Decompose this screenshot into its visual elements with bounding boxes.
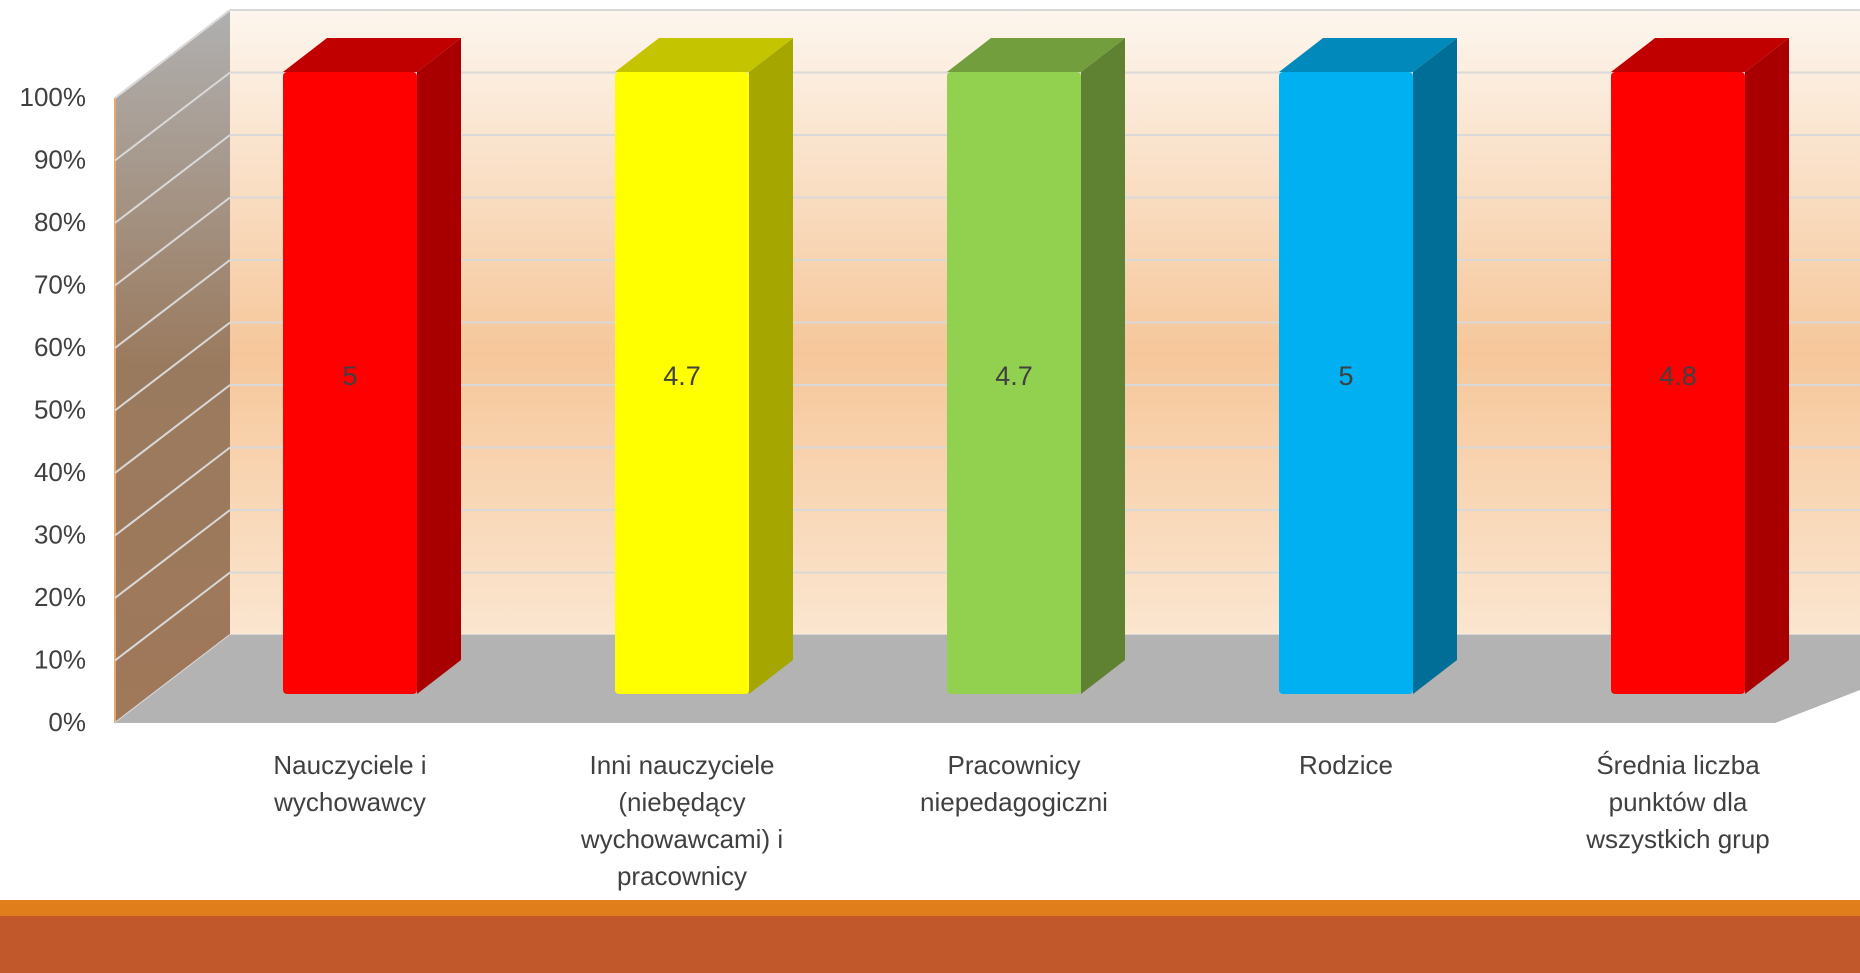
bar-top (283, 38, 461, 72)
gridline-side (114, 446, 231, 537)
y-tick-label: 20% (34, 582, 86, 612)
x-category-label-line: wychowawcami) i (580, 824, 783, 854)
x-category-label: Nauczyciele i wychowawcy (273, 750, 426, 817)
x-category-label-line: Pracownicy (948, 750, 1081, 780)
data-label: 5 (342, 361, 357, 391)
y-tick-label: 90% (34, 145, 86, 175)
bar-top (1611, 38, 1789, 72)
bar (947, 72, 1081, 694)
bar-side (1413, 38, 1457, 694)
x-category-label: Pracownicy niepedagogiczni (920, 750, 1108, 817)
bar-side (749, 38, 793, 694)
x-category-label-line: wszystkich grup (1585, 824, 1770, 854)
gridline-side (114, 259, 231, 349)
bar-top (1279, 38, 1457, 72)
x-category-label-line: punktów dla (1609, 787, 1748, 817)
y-tick-label: 80% (34, 207, 86, 237)
gridline-side (114, 571, 231, 662)
y-tick-label: 70% (34, 270, 86, 300)
x-category-label-line: Nauczyciele i (273, 750, 426, 780)
bar-side (1745, 38, 1789, 694)
bar (1279, 72, 1413, 694)
footer-band (0, 916, 1860, 973)
bar-top (615, 38, 793, 72)
x-category-label-line: (niebędący (618, 787, 745, 817)
y-tick-label: 50% (34, 395, 86, 425)
gridline-side (114, 321, 231, 412)
x-category-label-line: Inni nauczyciele (590, 750, 775, 780)
bar-side (417, 38, 461, 694)
bar (283, 72, 417, 694)
data-label: 4.8 (1659, 361, 1697, 391)
y-tick-label: 10% (34, 645, 86, 675)
x-category-label-line: pracownicy (617, 861, 747, 891)
x-category-label-line: Średnia liczba (1596, 750, 1760, 780)
gridline-side (114, 134, 231, 224)
bar-side (1081, 38, 1125, 694)
x-category-label: Średnia liczba punktów dla wszystkich grup (1585, 750, 1770, 854)
gridline-side (114, 9, 231, 99)
data-label: 5 (1338, 361, 1353, 391)
gridline-side (114, 384, 231, 474)
y-tick-label: 0% (48, 707, 86, 737)
y-tick-label: 40% (34, 457, 86, 487)
data-label: 4.7 (663, 361, 701, 391)
y-tick-label: 60% (34, 332, 86, 362)
x-category-label-line: wychowawcy (273, 787, 426, 817)
bar-top (947, 38, 1125, 72)
bar (615, 72, 749, 694)
y-tick-label: 100% (20, 82, 87, 112)
gridline-side (114, 509, 231, 599)
x-category-label-line: niepedagogiczni (920, 787, 1108, 817)
x-category-label-line: Rodzice (1299, 750, 1393, 780)
bar (1611, 72, 1745, 694)
x-category-label: Rodzice (1299, 750, 1393, 780)
bars-group: 5 4.7 4.7 5 4.8 (283, 38, 1789, 694)
footer-accent-stripe (0, 900, 1860, 916)
y-axis-ticks: 0% 10% 20% 30% 40% 50% 60% 70% 80% 90% 100% (20, 82, 87, 737)
gridline-side (114, 196, 231, 287)
gridline-side (114, 71, 231, 162)
data-label: 4.7 (995, 361, 1033, 391)
y-tick-label: 30% (34, 520, 86, 550)
